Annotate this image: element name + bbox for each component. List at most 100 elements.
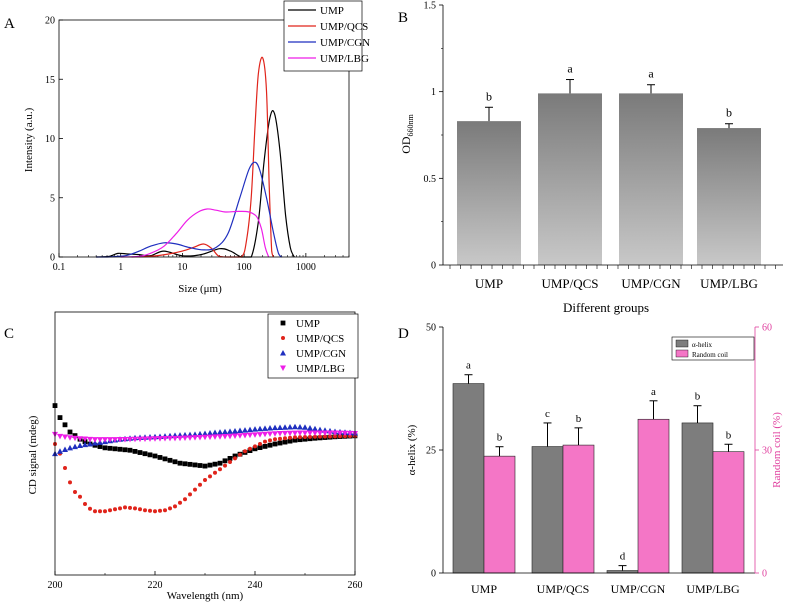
data-point	[97, 444, 103, 449]
data-point	[82, 441, 88, 448]
category-label-ump-cgn: UMP/CGN	[621, 276, 681, 291]
data-point	[202, 430, 208, 436]
data-point	[322, 430, 328, 436]
significance-letter-helix-ump: a	[466, 360, 471, 372]
data-point	[252, 426, 258, 432]
data-point	[148, 508, 152, 513]
data-point	[92, 437, 98, 443]
bar-ump-qcs	[538, 93, 602, 266]
data-point	[302, 430, 308, 436]
bar-random-coil-ump-lbg	[712, 451, 745, 574]
data-point	[242, 427, 248, 433]
data-point	[218, 467, 222, 472]
data-point	[222, 458, 228, 464]
data-point	[87, 440, 93, 447]
data-point	[107, 437, 113, 443]
data-point	[112, 446, 118, 452]
data-point	[167, 435, 173, 442]
data-point	[232, 428, 238, 434]
data-point	[197, 434, 203, 441]
data-point	[228, 460, 232, 464]
panel-b: B OD660nm Different groups 0 0.5 1 1.5 b UMP…	[398, 1, 783, 315]
bar-ump-lbg	[697, 128, 761, 265]
data-point	[103, 509, 107, 514]
data-point	[257, 425, 263, 432]
category-label-ump: UMP	[471, 582, 497, 596]
data-point	[342, 430, 348, 437]
data-point	[237, 433, 243, 439]
data-point	[72, 443, 78, 450]
category-label-ump-cgn: UMP/CGN	[611, 582, 666, 596]
data-point	[172, 435, 178, 442]
data-point	[223, 463, 227, 468]
panel-a-ytick-label: 20	[45, 16, 55, 27]
panel-a-ytick-label: 10	[45, 134, 55, 145]
data-point	[207, 429, 213, 436]
data-point	[147, 452, 153, 458]
data-point	[62, 446, 68, 453]
panel-label-b: B	[398, 10, 408, 26]
panel-a-xtick-label: 1	[118, 262, 123, 273]
data-point	[333, 434, 337, 439]
data-point	[282, 430, 288, 437]
data-point	[62, 422, 68, 428]
significance-letter-ump-lbg: b	[726, 106, 732, 120]
data-point	[257, 432, 263, 438]
panel-b-ytick-label: 0	[431, 261, 436, 272]
data-point	[238, 452, 242, 457]
panel-a-xtick-label: 100	[237, 262, 252, 273]
legend-label-ump: UMP	[296, 318, 320, 330]
data-point	[77, 442, 83, 448]
panel-a-ylabel: Intensity (a.u.)	[23, 107, 35, 172]
data-point	[297, 423, 303, 430]
data-point	[138, 507, 142, 512]
data-point	[142, 436, 148, 442]
data-point	[247, 426, 253, 433]
data-point	[227, 428, 233, 434]
data-point	[187, 435, 193, 441]
category-label-ump-lbg: UMP/LBG	[686, 582, 740, 596]
data-point	[217, 429, 223, 435]
significance-letter-helix-ump-cgn: d	[620, 551, 626, 563]
data-point	[93, 509, 97, 514]
data-point	[293, 435, 297, 440]
panel-c: C CD signal (mdeg) Wavelength (nm) 200 22…	[4, 311, 363, 602]
data-point	[247, 432, 253, 439]
data-point	[252, 446, 258, 452]
data-point	[87, 436, 93, 443]
panel-b-ylabel: OD660nm	[399, 113, 415, 153]
data-point	[323, 434, 327, 439]
significance-letter-ump-qcs: a	[567, 62, 573, 76]
data-point	[162, 436, 168, 442]
panel-a: A Intensity (a.u.) Size (μm) 0.1 1 10 100 10…	[4, 0, 370, 295]
data-point	[288, 435, 292, 440]
data-point	[233, 456, 237, 461]
legend-marker-ump-qcs	[281, 336, 285, 340]
data-point	[202, 463, 208, 469]
panel-b-bars: b UMP a UMP/QCS a UMP/CGN b UMP/LBG	[457, 62, 761, 291]
series-line-ump-lbg	[120, 208, 270, 258]
significance-letter-random-coil-ump-cgn: a	[651, 386, 656, 398]
panel-d-bars: a b UMP c b UMP/QCS d a UMP/CGN b b UMP/LBG	[452, 360, 745, 596]
data-point	[187, 461, 193, 467]
data-point	[313, 434, 317, 439]
category-label-ump-qcs: UMP/QCS	[541, 276, 598, 291]
data-point	[222, 434, 228, 440]
data-point	[272, 431, 278, 437]
panel-c-xtick-label: 240	[248, 580, 263, 591]
bar-helix-ump	[452, 383, 485, 574]
data-point	[107, 445, 113, 451]
data-point	[258, 442, 262, 446]
data-point	[297, 430, 303, 437]
data-point	[172, 459, 178, 465]
bar-random-coil-ump	[483, 455, 516, 574]
data-point	[133, 506, 137, 511]
panel-c-frame	[54, 311, 356, 576]
data-point	[267, 442, 273, 448]
legend-label-cgn: UMP/CGN	[320, 37, 370, 49]
category-label-ump-lbg: UMP/LBG	[700, 276, 758, 291]
panel-a-ytick-label: 5	[50, 193, 55, 204]
data-point	[113, 507, 117, 512]
legend-marker-ump-lbg	[280, 365, 286, 371]
